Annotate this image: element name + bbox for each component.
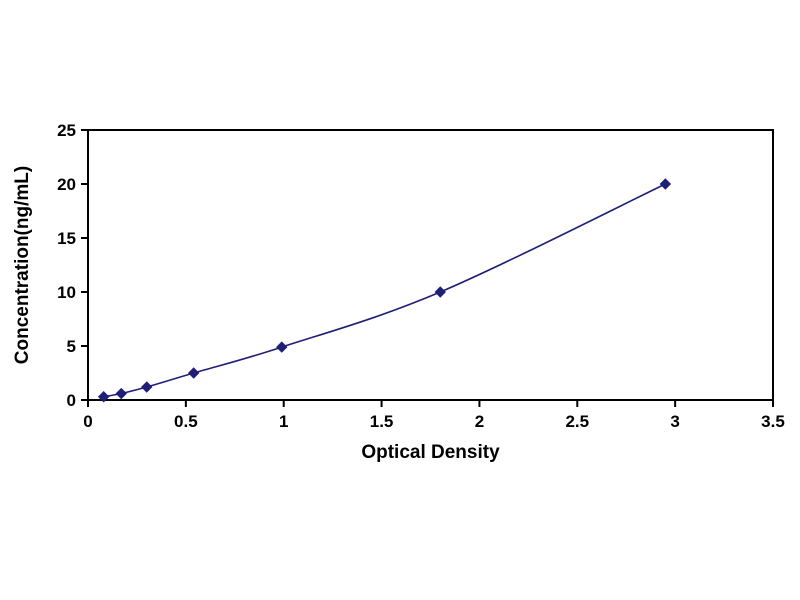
y-tick-label: 25 [57, 121, 76, 140]
x-tick-label: 3 [670, 412, 679, 431]
y-tick-label: 10 [57, 283, 76, 302]
series-line [103, 183, 666, 398]
data-point-marker [141, 381, 153, 393]
x-axis-label: Optical Density [361, 442, 500, 463]
data-point-marker [97, 391, 110, 403]
x-tick-label: 0 [83, 412, 92, 431]
y-tick-label: 20 [57, 175, 76, 194]
data-point-marker [115, 387, 127, 400]
data-point-marker [187, 367, 200, 379]
y-axis-label: Concentration(ng/mL) [12, 166, 33, 364]
x-tick-label: 1 [279, 412, 288, 431]
x-tick-label: 3.5 [761, 412, 785, 431]
y-tick-label: 15 [57, 229, 76, 248]
data-point-marker [276, 341, 288, 353]
plot-frame [87, 129, 774, 401]
data-point-marker [659, 178, 672, 190]
y-tick-label: 0 [67, 391, 76, 410]
data-point-marker [434, 286, 446, 298]
x-tick-label: 1.5 [370, 412, 394, 431]
x-tick-label: 2.5 [565, 412, 589, 431]
x-tick-label: 2 [475, 412, 484, 431]
y-tick-label: 5 [67, 337, 76, 356]
x-tick-label: 0.5 [174, 412, 198, 431]
